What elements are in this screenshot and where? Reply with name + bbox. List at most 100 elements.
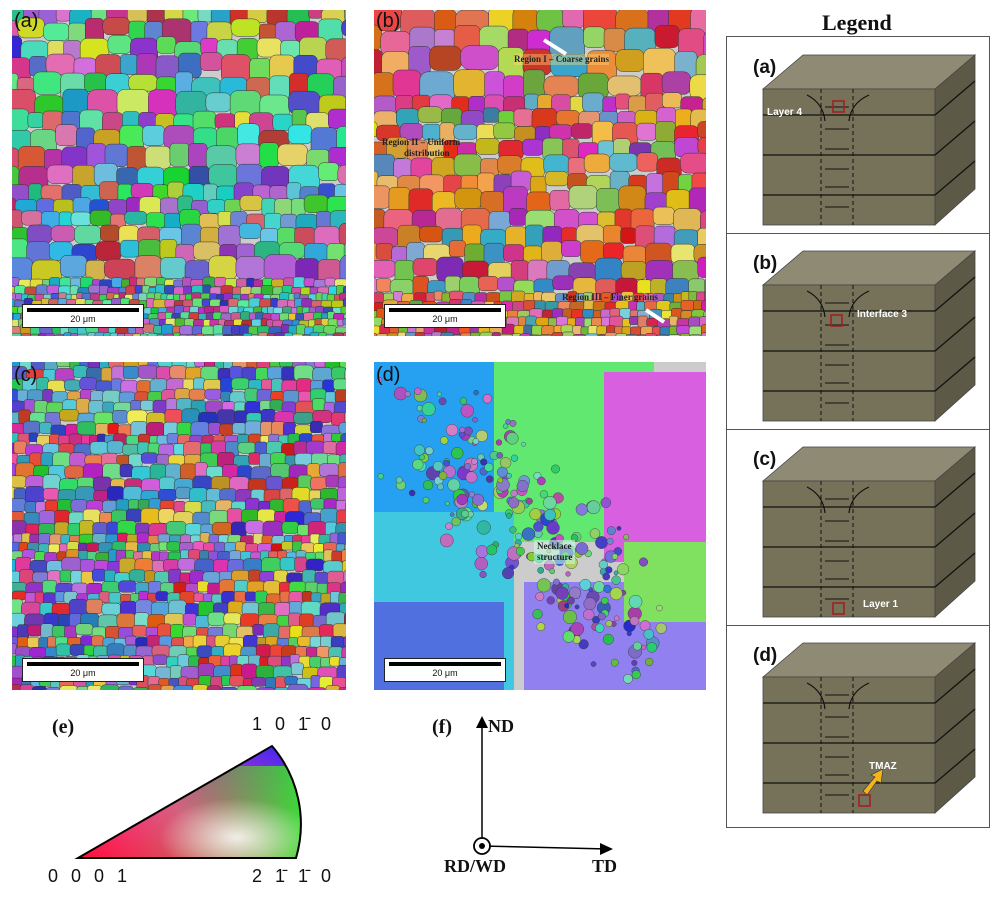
grain [516,479,529,492]
grain [287,683,309,690]
grain [182,277,192,288]
grain [231,325,242,335]
grain [574,604,580,610]
ebsd-map-b: 20 μm Region I – Coarse grains Region II… [374,10,706,336]
grain [208,422,221,436]
grain [319,624,335,638]
grain [656,604,663,612]
grain [655,622,667,634]
grain [175,486,191,500]
grain [153,325,163,335]
grain [281,521,299,534]
grain [510,454,519,462]
grain [291,109,308,127]
grain [597,612,606,621]
grain [338,222,346,247]
grain [514,532,523,541]
grain [173,332,181,336]
legend-item-a: (a) Layer 4 [727,37,989,234]
grain [43,487,60,501]
grain [239,195,264,212]
grain [124,635,137,646]
grain [615,333,628,336]
grain [445,522,453,530]
grain [204,388,223,400]
grain [166,541,181,552]
grain [12,498,27,512]
tmaz-curve [806,290,870,318]
grain [546,596,555,605]
stir-zone-boundary [820,285,854,421]
grain [445,423,459,437]
grain [626,631,632,637]
grain [50,225,76,242]
grain [157,362,174,368]
grain [236,685,258,690]
grain [194,462,208,478]
grain [89,210,112,226]
grain [128,20,147,40]
grain [415,332,426,336]
grain [341,549,346,563]
grain [180,311,191,320]
sample-axes-diagram [473,716,613,855]
grain [593,581,605,593]
grain [514,543,520,549]
grain [144,276,158,287]
grain [69,644,86,656]
grain [91,635,105,647]
grain [290,662,304,676]
panel-label-a: (a) [14,10,39,32]
grain [476,520,491,535]
grain [486,544,498,556]
grain [482,393,493,404]
grain [564,603,570,609]
layer-interface-line [763,316,976,352]
grain [497,466,508,478]
block-diagram-d [761,642,977,814]
legend-item-label: (c) [753,449,777,470]
grain [177,558,196,571]
grain [132,333,142,336]
grain [313,362,327,368]
grain [598,560,608,570]
grain [459,426,466,433]
grain [125,435,140,445]
grain [408,489,416,497]
grain [106,440,124,454]
grain [245,520,265,534]
grain [101,602,122,616]
grain [602,633,614,645]
block-side-face [934,446,976,618]
grain [328,147,346,167]
grain [262,277,273,287]
grain [257,332,269,336]
grain [423,333,434,336]
grain [324,277,336,287]
grain [605,566,613,574]
layer-interface-line [763,748,976,784]
panel-label-c: (c) [14,364,38,386]
layer-interface-line [763,708,976,744]
grain [128,74,158,92]
grain [464,426,473,436]
grain [307,687,327,690]
grain [322,441,338,454]
grain [144,570,156,583]
grain [583,609,595,621]
grain [291,333,304,336]
grain [112,410,129,424]
ipf-color-triangle [74,744,302,859]
grain [423,480,434,491]
layer-interface-line [763,552,976,588]
grain [486,475,494,483]
grain [697,121,706,139]
grain [568,586,582,599]
grain [600,497,612,508]
grain [597,334,607,336]
grain [40,184,64,201]
grain [697,137,706,154]
grain [128,569,146,582]
block-side-face [934,642,976,814]
grain [195,615,210,629]
